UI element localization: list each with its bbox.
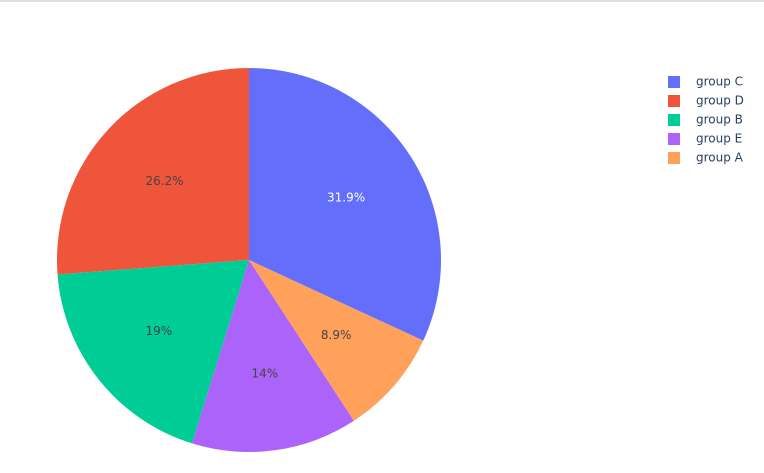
legend-swatch[interactable] (668, 76, 680, 88)
legend-label[interactable]: group B (696, 113, 743, 127)
pie-slice (191, 260, 354, 452)
legend-label[interactable]: group E (696, 132, 742, 146)
slice-label: 26.2% (145, 174, 183, 188)
legend-swatch[interactable] (668, 152, 680, 164)
slice-label: 8.9% (321, 328, 352, 342)
slice-label: 19% (146, 324, 173, 338)
legend-swatch[interactable] (668, 114, 680, 126)
slice-label: 14% (252, 367, 279, 381)
pie-slice (57, 260, 250, 444)
slice-label: 31.9% (327, 190, 365, 204)
pie-slice (57, 68, 249, 275)
legend-label[interactable]: group A (696, 151, 744, 165)
legend-swatch[interactable] (668, 133, 680, 145)
legend-label[interactable]: group D (696, 94, 744, 108)
top-border (0, 0, 764, 2)
legend-swatch[interactable] (668, 95, 680, 107)
pie-slice (249, 68, 441, 341)
legend-label[interactable]: group C (696, 75, 743, 89)
pie-slice (249, 260, 424, 421)
